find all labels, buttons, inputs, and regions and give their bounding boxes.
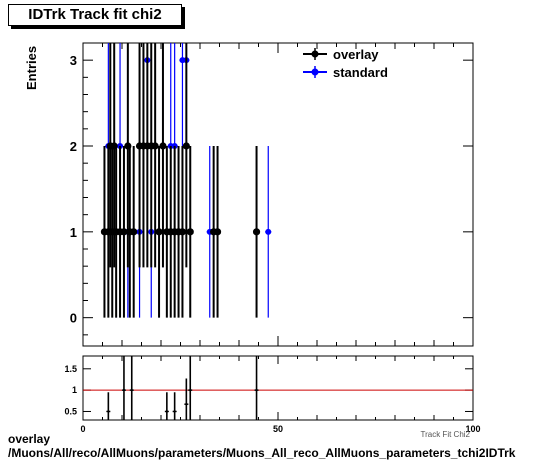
overlay-point bbox=[182, 142, 190, 150]
overlay-point bbox=[155, 228, 163, 236]
overlay-point bbox=[130, 228, 138, 236]
ratio-plot-frame bbox=[82, 355, 474, 421]
legend-label-overlay: overlay bbox=[333, 47, 379, 62]
ratio-point bbox=[173, 410, 176, 413]
overlay-point bbox=[159, 142, 167, 150]
ratio-point bbox=[255, 388, 258, 392]
ratio-x-tick-label: 0 bbox=[80, 424, 85, 434]
main-plot-area bbox=[100, 43, 272, 318]
ratio-point bbox=[185, 403, 188, 406]
caption-line-2: /Muons/All/reco/AllMuons/parameters/Muon… bbox=[8, 446, 516, 460]
overlay-point bbox=[186, 228, 194, 236]
y-tick-label: 0 bbox=[70, 311, 77, 326]
ratio-y-tick-label: 1.5 bbox=[64, 364, 77, 374]
legend-label-standard: standard bbox=[333, 65, 388, 80]
y-axis-label: Entries bbox=[24, 45, 39, 90]
legend-marker-standard bbox=[311, 68, 319, 76]
ratio-point bbox=[107, 410, 110, 413]
ratio-point bbox=[122, 388, 126, 392]
legend-marker-overlay bbox=[311, 50, 319, 58]
standard-point bbox=[265, 228, 272, 235]
ratio-point bbox=[130, 388, 133, 392]
overlay-point bbox=[213, 228, 222, 236]
overlay-point bbox=[120, 228, 128, 236]
x-axis-label: Track Fit Chi2 bbox=[421, 430, 471, 439]
y-tick-label: 1 bbox=[70, 225, 77, 240]
overlay-point bbox=[252, 228, 261, 236]
overlay-point bbox=[151, 142, 159, 150]
chart-title: IDTrk Track fit chi2 bbox=[8, 4, 182, 26]
ratio-x-tick-label: 100 bbox=[465, 424, 480, 434]
ratio-plot-area bbox=[83, 356, 473, 420]
ratio-point bbox=[189, 388, 192, 392]
caption-line-1: overlay bbox=[8, 432, 51, 446]
ratio-point bbox=[165, 410, 169, 413]
overlay-point bbox=[178, 228, 187, 236]
main-plot-frame bbox=[82, 42, 474, 347]
y-tick-label: 3 bbox=[70, 53, 77, 68]
y-tick-label: 2 bbox=[70, 139, 77, 154]
ratio-x-tick-label: 50 bbox=[273, 424, 283, 434]
ratio-y-tick-label: 0.5 bbox=[64, 406, 77, 416]
ratio-y-tick-label: 1 bbox=[72, 385, 77, 395]
